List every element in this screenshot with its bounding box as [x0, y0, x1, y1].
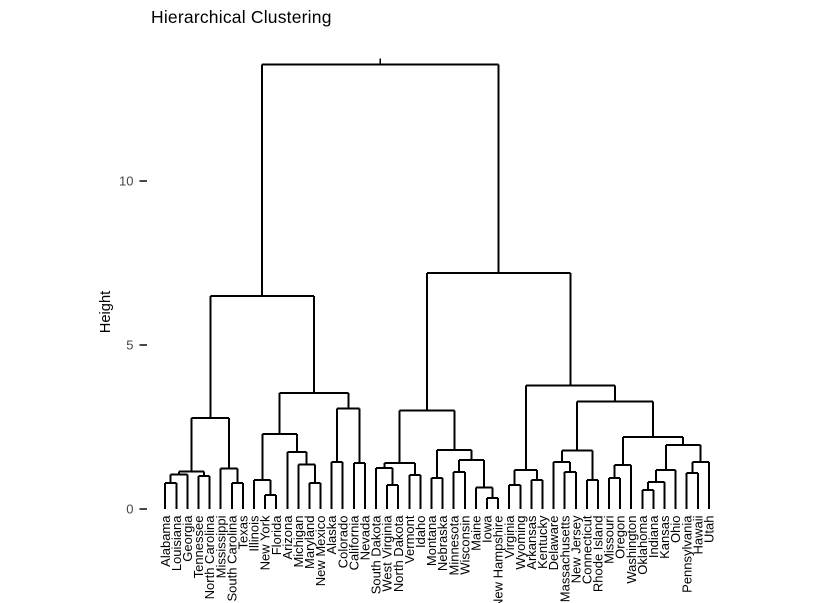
leaf-label: Massachusetts	[557, 515, 572, 602]
leaf-label: Iowa	[480, 515, 495, 543]
leaf-label: Maryland	[302, 516, 317, 569]
leaf-label: Kansas	[657, 515, 672, 559]
leaf-label: Tennessee	[191, 516, 206, 579]
leaf-label: Wyoming	[513, 516, 528, 570]
leaf-label: Florida	[269, 515, 284, 556]
leaf-label: North Dakota	[391, 515, 406, 592]
leaf-label: West Virginia	[380, 515, 395, 592]
leaf-label: Oklahoma	[635, 515, 650, 575]
leaf-label: Utah	[702, 516, 717, 543]
chart-title: Hierarchical Clustering	[151, 7, 332, 27]
leaf-label: Arkansas	[524, 515, 539, 570]
leaf-label: Indiana	[646, 515, 661, 558]
leaf-label: Montana	[424, 515, 439, 566]
leaf-label: Alabama	[158, 515, 173, 567]
leaf-label: Colorado	[335, 516, 350, 569]
leaf-label: Pennsylvania	[679, 515, 694, 593]
leaf-label: South Carolina	[224, 515, 239, 602]
leaf-label: South Dakota	[369, 515, 384, 595]
y-tick-label: 10	[119, 174, 133, 189]
leaf-label: Michigan	[291, 516, 306, 568]
leaf-label: Vermont	[402, 515, 417, 564]
leaf-label: Louisiana	[169, 515, 184, 571]
leaf-label: New Jersey	[568, 515, 583, 583]
leaf-label: Missouri	[602, 515, 617, 564]
leaf-label: Oregon	[613, 516, 628, 559]
dendrogram-lines	[164, 58, 710, 509]
leaf-label: New York	[258, 515, 273, 570]
leaf-label: Nevada	[358, 515, 373, 561]
leaf-label: New Mexico	[313, 516, 328, 587]
leaf-label: Virginia	[502, 515, 517, 559]
y-axis-label: Height	[98, 291, 114, 333]
leaf-label: Texas	[235, 515, 250, 549]
leaf-label: Mississippi	[213, 515, 228, 578]
y-tick-label: 5	[126, 338, 133, 353]
leaf-label: Maine	[468, 516, 483, 551]
leaf-label: Washington	[624, 516, 639, 584]
leaf-label: Kentucky	[535, 515, 550, 569]
leaf-label: Illinois	[247, 515, 262, 552]
leaf-label: California	[346, 515, 361, 571]
leaf-label: New Hampshire	[491, 516, 506, 603]
leaf-label: Wisconsin	[457, 516, 472, 575]
leaf-label: Ohio	[668, 516, 683, 543]
leaf-label: Idaho	[413, 516, 428, 549]
leaf-label: Rhode Island	[591, 516, 606, 593]
leaf-label: Nebraska	[435, 515, 450, 571]
leaf-label: Georgia	[180, 515, 195, 562]
leaf-label: Alaska	[324, 515, 339, 555]
y-tick-label: 0	[126, 502, 133, 517]
leaf-label: North Carolina	[202, 515, 217, 600]
leaf-label: Hawaii	[690, 515, 705, 554]
leaf-label: Connecticut	[579, 515, 594, 584]
leaf-label: Arizona	[280, 515, 295, 560]
leaf-label: Minnesota	[446, 515, 461, 576]
leaf-label: Delaware	[546, 516, 561, 571]
y-axis: 0 5 10	[119, 174, 147, 517]
